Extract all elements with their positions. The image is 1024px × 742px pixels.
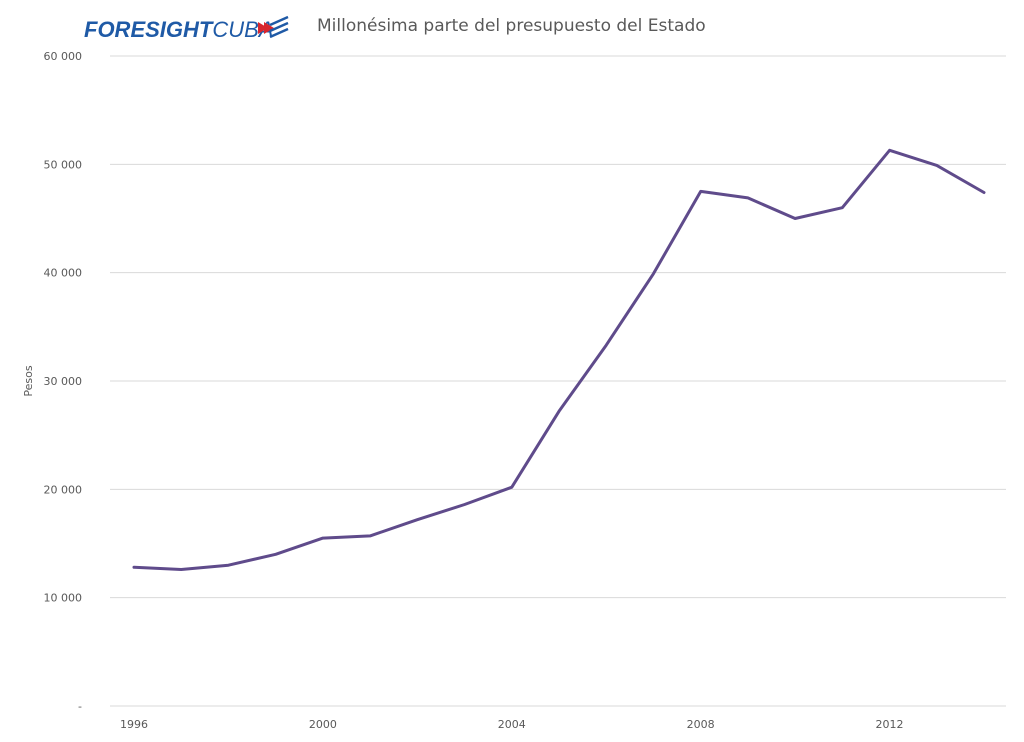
logo: FORESIGHTCUBA (84, 15, 289, 42)
svg-text:FORESIGHTCUBA: FORESIGHTCUBA (84, 17, 273, 42)
flag-icon (258, 15, 289, 39)
y-tick-label: 40 000 (44, 267, 83, 280)
y-tick-label: - (78, 700, 82, 713)
x-tick-labels: 1996 2000 2004 2008 2012 (120, 718, 904, 731)
series-line (132, 148, 986, 571)
y-tick-label: 20 000 (44, 483, 83, 496)
chart-title: Millonésima parte del presupuesto del Es… (317, 16, 706, 36)
gridlines (110, 55, 1006, 707)
y-tick-label: 50 000 (44, 158, 83, 171)
y-tick-label: 10 000 (44, 592, 83, 605)
y-tick-label: 30 000 (44, 375, 83, 388)
y-tick-label: 60 000 (44, 50, 83, 63)
x-tick-label: 2004 (498, 718, 526, 731)
logo-text-foresight: FORESIGHT (84, 17, 214, 42)
x-tick-label: 2000 (309, 718, 337, 731)
x-tick-label: 2012 (876, 718, 904, 731)
series-group (132, 148, 986, 571)
x-tick-label: 1996 (120, 718, 148, 731)
y-axis-label: Pesos (22, 365, 35, 396)
y-tick-labels: - 10 000 20 000 30 000 40 000 50 000 60 000 (44, 50, 83, 713)
x-tick-label: 2008 (687, 718, 715, 731)
